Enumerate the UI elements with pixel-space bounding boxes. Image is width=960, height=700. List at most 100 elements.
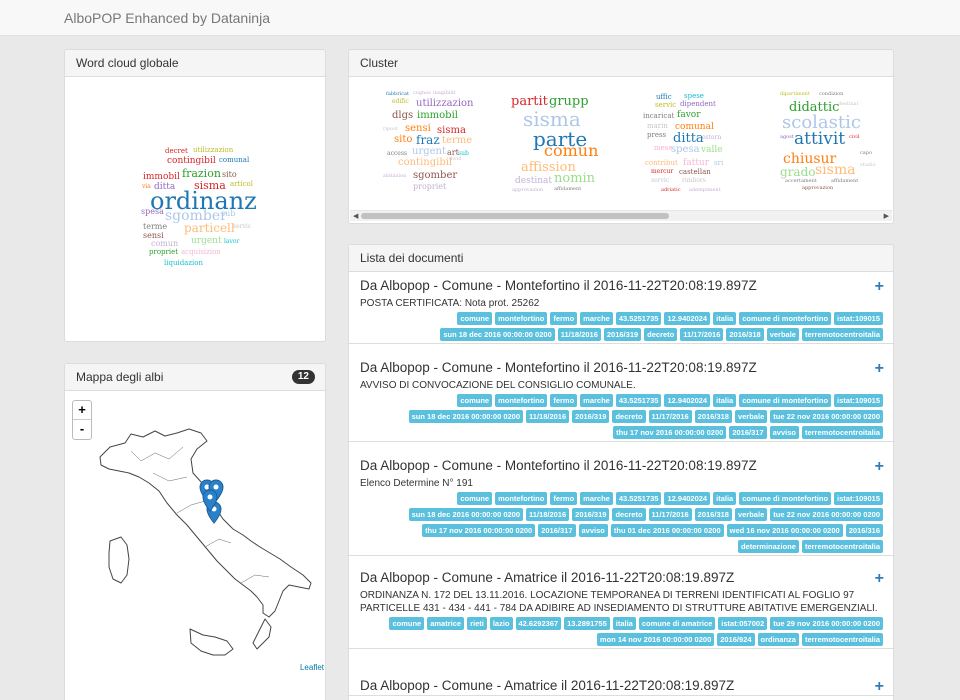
tag-label[interactable]: avviso (578, 524, 608, 537)
tag-label[interactable]: montefortino (495, 312, 548, 325)
plus-icon[interactable]: + (874, 360, 884, 377)
tag-label[interactable]: italia (713, 394, 737, 407)
tag-label[interactable]: italia (713, 492, 737, 505)
tag-label[interactable]: 11/18/2016 (557, 328, 601, 341)
tag-label[interactable]: 2016/318 (694, 410, 732, 423)
tag-label[interactable]: tue 22 nov 2016 00:00:00 0200 (770, 410, 883, 423)
plus-icon[interactable]: + (874, 570, 884, 587)
tag-label[interactable]: marche (580, 492, 613, 505)
tag-label[interactable]: 13.2891755 (564, 617, 610, 630)
leaflet-attribution-link[interactable]: Leaflet (299, 663, 324, 672)
tag-label[interactable]: istat:109015 (834, 312, 883, 325)
tag-label[interactable]: tue 22 nov 2016 00:00:00 0200 (770, 508, 883, 521)
zoom-out-button[interactable]: - (79, 421, 85, 436)
navbar: AlboPOP Enhanced by Dataninja (0, 0, 960, 36)
tag-label[interactable]: sun 18 dec 2016 00:00:00 0200 (440, 328, 555, 341)
tag-label[interactable]: terremotocentroitalia (801, 633, 883, 646)
tag-label[interactable]: wed 16 nov 2016 00:00:00 0200 (726, 524, 843, 537)
tag-label[interactable]: istat:109015 (834, 492, 883, 505)
tag-label[interactable]: 2016/318 (694, 508, 732, 521)
tag-label[interactable]: 11/18/2016 (526, 410, 570, 423)
tag-label[interactable]: fermo (550, 312, 578, 325)
tag-label[interactable]: 2016/316 (845, 524, 883, 537)
horizontal-scrollbar[interactable]: ◀ ▶ (350, 210, 892, 221)
tag-label[interactable]: 11/17/2016 (648, 508, 692, 521)
tag-label[interactable]: thu 17 nov 2016 00:00:00 0200 (613, 426, 727, 439)
tag-label[interactable]: comune di amatrice (638, 617, 716, 630)
tag-label[interactable]: comune (457, 492, 493, 505)
tag-label[interactable]: 2016/317 (729, 426, 767, 439)
tag-label[interactable]: montefortino (495, 394, 548, 407)
tag-label[interactable]: comune di montefortino (739, 312, 832, 325)
tag-label[interactable]: lazio (489, 617, 513, 630)
tag-label[interactable]: terremotocentroitalia (801, 540, 883, 553)
tag-label[interactable]: fermo (550, 394, 578, 407)
document-title[interactable]: Da Albopop - Comune - Amatrice il 2016-1… (360, 570, 735, 585)
tag-label[interactable]: 12.9402024 (664, 394, 711, 407)
map-marker-icon[interactable] (199, 479, 224, 524)
tag-label[interactable]: 2016/924 (717, 633, 755, 646)
tag-label[interactable]: 42.6292367 (515, 617, 562, 630)
tag-label[interactable]: 11/18/2016 (526, 508, 570, 521)
tag-label[interactable]: istat:109015 (834, 394, 883, 407)
tag-label[interactable]: thu 17 nov 2016 00:00:00 0200 (422, 524, 536, 537)
plus-icon[interactable]: + (874, 458, 884, 475)
tag-label[interactable]: comune di montefortino (739, 492, 832, 505)
tag-label[interactable]: amatrice (427, 617, 465, 630)
plus-icon[interactable]: + (874, 678, 884, 695)
plus-icon[interactable]: + (874, 278, 884, 295)
tag-label[interactable]: 43.5251735 (615, 312, 662, 325)
scrollbar-thumb[interactable] (361, 213, 669, 219)
tag-label[interactable]: rieti (467, 617, 487, 630)
brand[interactable]: AlboPOP Enhanced by Dataninja (64, 10, 270, 26)
tag-label[interactable]: italia (713, 312, 737, 325)
tag-label[interactable]: thu 01 dec 2016 00:00:00 0200 (610, 524, 724, 537)
tag-label[interactable]: marche (580, 312, 613, 325)
tag-label[interactable]: comune (389, 617, 425, 630)
tag-label[interactable]: 2016/319 (603, 328, 642, 341)
tag-label[interactable]: comune (457, 394, 493, 407)
tag-label[interactable]: mon 14 nov 2016 00:00:00 0200 (596, 633, 715, 646)
document-title[interactable]: Da Albopop - Comune - Montefortino il 20… (360, 360, 757, 375)
tag-label[interactable]: 2016/317 (538, 524, 576, 537)
tag-label[interactable]: decreto (612, 508, 646, 521)
tag-label[interactable]: montefortino (495, 492, 548, 505)
tag-label[interactable]: 11/17/2016 (680, 328, 724, 341)
tag-label[interactable]: comune (457, 312, 493, 325)
word-cloud-term: sgomber (413, 170, 458, 181)
tag-label[interactable]: terremotocentroitalia (801, 328, 883, 341)
document-title[interactable]: Da Albopop - Comune - Montefortino il 20… (360, 458, 757, 473)
tag-label[interactable]: determinazione (737, 540, 799, 553)
zoom-in-button[interactable]: + (73, 401, 91, 420)
tag-label[interactable]: sun 18 dec 2016 00:00:00 0200 (408, 410, 524, 423)
tag-label[interactable]: 2016/319 (572, 508, 610, 521)
scroll-right-icon[interactable]: ▶ (883, 213, 889, 220)
word-cloud-term: spesa (671, 144, 700, 155)
tag-label[interactable]: decreto (644, 328, 678, 341)
tag-label[interactable]: verbale (766, 328, 799, 341)
tag-label[interactable]: italia (612, 617, 636, 630)
tag-label[interactable]: istat:057002 (718, 617, 768, 630)
scroll-left-icon[interactable]: ◀ (353, 213, 359, 220)
tag-label[interactable]: decreto (612, 410, 646, 423)
tag-label[interactable]: 2016/318 (726, 328, 764, 341)
tag-label[interactable]: 12.9402024 (664, 312, 711, 325)
tag-label[interactable]: marche (580, 394, 613, 407)
tag-label[interactable]: 2016/319 (572, 410, 610, 423)
map[interactable]: + - Leaflet (65, 391, 325, 674)
tag-label[interactable]: verbale (734, 508, 768, 521)
tag-label[interactable]: 12.9402024 (664, 492, 711, 505)
tag-label[interactable]: avviso (769, 426, 799, 439)
tag-label[interactable]: 43.5251735 (615, 492, 662, 505)
tag-label[interactable]: terremotocentroitalia (801, 426, 883, 439)
tag-label[interactable]: tue 29 nov 2016 00:00:00 0200 (770, 617, 883, 630)
tag-label[interactable]: 43.5251735 (615, 394, 662, 407)
tag-label[interactable]: 11/17/2016 (648, 410, 692, 423)
document-title[interactable]: Da Albopop - Comune - Amatrice il 2016-1… (360, 678, 735, 693)
tag-label[interactable]: sun 18 dec 2016 00:00:00 0200 (408, 508, 524, 521)
tag-label[interactable]: verbale (734, 410, 768, 423)
tag-label[interactable]: ordinanza (757, 633, 799, 646)
tag-label[interactable]: comune di montefortino (739, 394, 832, 407)
document-title[interactable]: Da Albopop - Comune - Montefortino il 20… (360, 278, 757, 293)
tag-label[interactable]: fermo (550, 492, 578, 505)
